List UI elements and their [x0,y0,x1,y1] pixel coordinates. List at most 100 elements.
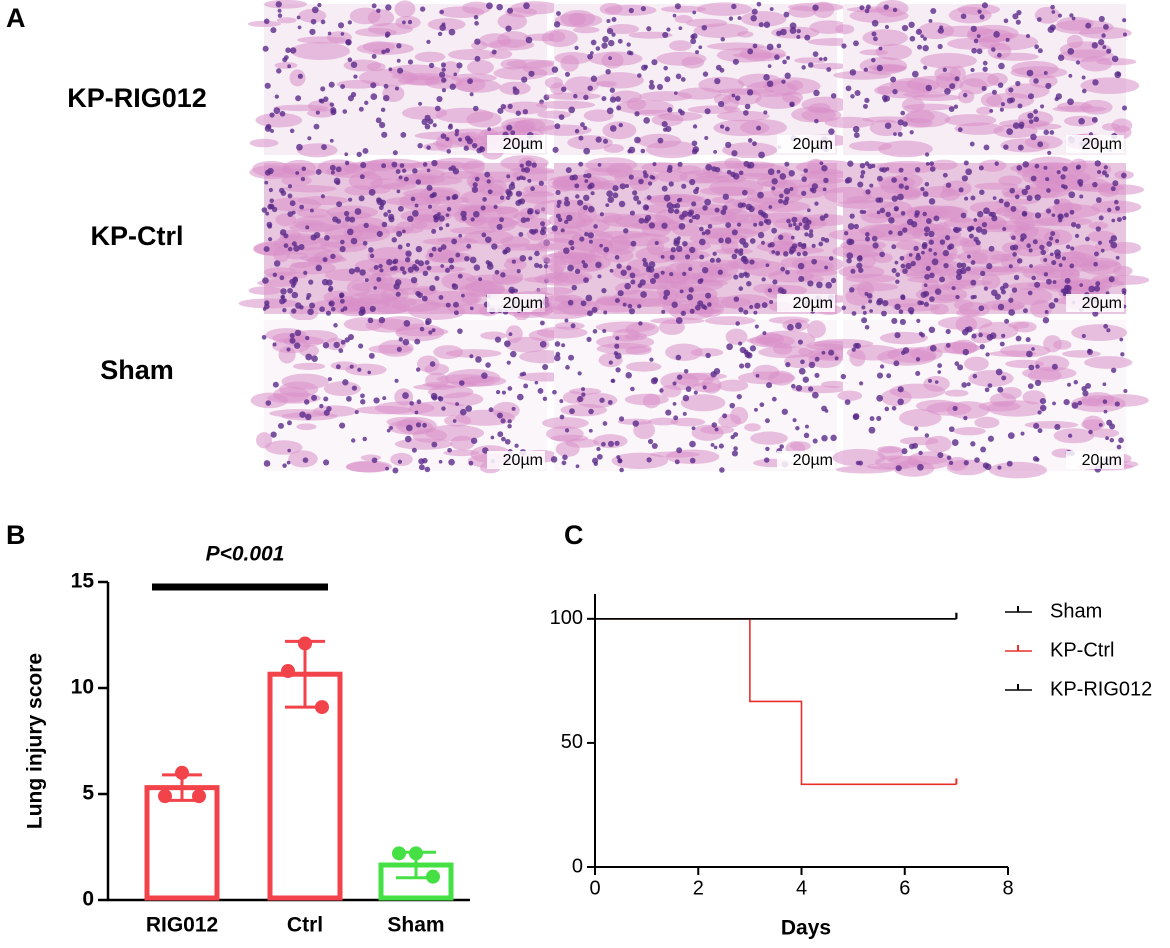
tissue-strand [450,73,497,83]
tissue-strand [344,185,377,196]
nucleus [507,386,513,391]
nucleus [1075,60,1081,65]
nucleus [511,406,516,411]
nucleus [1046,208,1052,214]
tissue-strand [925,435,952,453]
nucleus [568,239,575,246]
bar [144,785,220,901]
nucleus [555,213,561,219]
nucleus [809,229,814,234]
nucleus [676,447,683,454]
tissue-strand [289,222,338,233]
nucleus [538,264,543,269]
nucleus [428,252,434,258]
nucleus [746,89,754,96]
nucleus [273,260,281,267]
nucleus [618,200,626,208]
nucleus [1105,436,1109,441]
nucleus [612,185,619,192]
tissue-strand [824,116,875,129]
nucleus [523,383,529,389]
nucleus [353,74,358,79]
nucleus [527,207,534,215]
nucleus [335,180,341,186]
nucleus [449,264,455,270]
nucleus [859,381,864,386]
nucleus [1078,117,1085,125]
tissue-strand [859,49,889,56]
nucleus [850,94,855,99]
nucleus [603,246,610,253]
nucleus [760,240,766,245]
tissue-strand [835,24,855,35]
nucleus [978,332,983,338]
nucleus [1008,297,1014,303]
tissue-strand [930,303,949,315]
nucleus [530,186,535,192]
nucleus [344,160,350,166]
nucleus [763,21,771,28]
nucleus [738,286,744,291]
nucleus [665,409,672,416]
nucleus [606,107,614,115]
tissue-strand [414,51,446,63]
tissue-strand [603,144,624,153]
nucleus [445,302,451,308]
nucleus [618,122,623,128]
row-label: Sham [100,355,174,385]
nucleus [418,464,425,471]
nucleus [619,467,624,473]
nucleus [1108,276,1115,283]
nucleus [347,57,353,63]
nucleus [790,235,795,240]
nucleus [722,193,730,200]
nucleus [412,168,418,174]
nucleus [1043,165,1048,170]
nucleus [376,197,382,203]
nucleus [678,223,686,230]
nucleus [1098,215,1104,221]
nucleus [828,256,834,261]
tissue-strand [1035,177,1067,191]
nucleus [524,167,531,173]
nucleus [628,308,635,315]
nucleus [418,101,423,106]
nucleus [277,13,283,18]
nucleus [699,254,705,260]
nucleus [819,57,823,61]
nucleus [780,266,786,272]
nucleus [469,92,474,97]
tissue-strand [740,11,787,27]
nucleus [983,286,989,291]
nucleus [1025,184,1031,190]
nucleus [858,267,864,273]
nucleus [1022,308,1028,314]
nucleus [766,80,774,88]
nucleus [900,210,906,216]
tissue-strand [758,346,814,359]
nucleus [588,239,593,244]
nucleus [1009,244,1016,251]
tissue-strand [388,64,443,78]
tissue-strand [824,186,872,204]
nucleus [640,6,647,12]
tissue-strand [568,254,611,271]
nucleus [556,11,561,16]
nucleus [1067,433,1073,438]
nucleus [769,242,775,248]
nucleus [1106,48,1112,54]
nucleus [876,210,881,215]
nucleus [500,103,507,110]
tissue-strand [425,424,485,442]
nucleus [606,190,613,198]
nucleus [1020,237,1025,242]
nucleus [765,418,770,424]
nucleus [1015,80,1021,87]
nucleus [676,374,683,380]
nucleus [982,66,988,72]
nucleus [421,295,428,302]
nucleus [915,254,922,261]
nucleus [960,267,967,275]
nucleus [841,43,847,49]
nucleus [1008,264,1013,269]
